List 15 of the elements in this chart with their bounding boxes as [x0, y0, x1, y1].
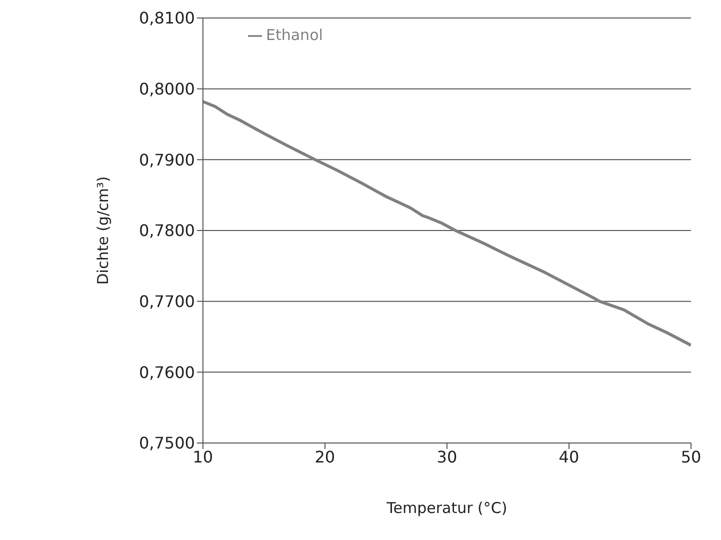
x-axis-title: Temperatur (°C)	[386, 499, 508, 517]
y-tick-label: 0,8000	[138, 80, 195, 99]
x-tick-label: 50	[680, 447, 702, 466]
y-axis-title: Dichte (g/cm³)	[94, 176, 112, 285]
x-tick-label: 30	[436, 447, 458, 466]
y-tick-label: 0,7900	[138, 150, 195, 170]
y-tick-label: 0,7600	[138, 362, 195, 382]
x-tick-label: 40	[558, 447, 580, 466]
y-tick-label: 0,7800	[138, 221, 195, 240]
y-tick-label: 0,8100	[138, 8, 195, 28]
y-tick-label: 0,7500	[138, 434, 195, 453]
x-tick-label: 20	[314, 447, 336, 466]
y-tick-label: 0,7700	[138, 292, 195, 312]
x-tick-label: 10	[192, 447, 214, 466]
legend-label: Ethanol	[266, 26, 323, 44]
